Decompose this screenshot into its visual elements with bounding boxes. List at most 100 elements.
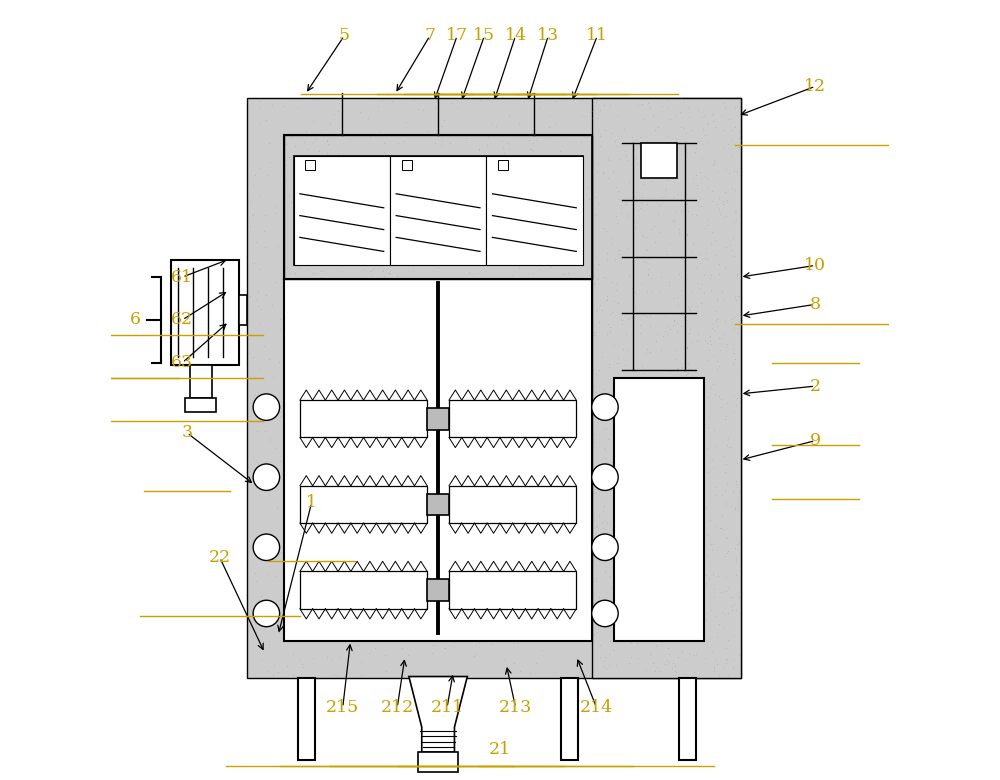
Point xyxy=(591,197,607,210)
Point xyxy=(641,495,657,507)
Point xyxy=(522,666,538,679)
Point xyxy=(718,585,734,597)
Point xyxy=(363,269,379,282)
Point xyxy=(682,425,698,438)
Point xyxy=(304,271,320,284)
Text: 21: 21 xyxy=(489,741,511,758)
Point xyxy=(493,257,509,269)
Point xyxy=(359,165,375,178)
Point xyxy=(637,608,653,620)
Point xyxy=(645,583,661,596)
Point xyxy=(552,183,568,195)
Point xyxy=(367,230,383,243)
Point xyxy=(384,337,400,349)
Point xyxy=(311,417,327,430)
Point xyxy=(733,133,749,146)
Point xyxy=(617,594,633,606)
Point xyxy=(535,484,551,497)
Point xyxy=(364,502,380,515)
Point xyxy=(324,630,340,643)
Point xyxy=(523,143,539,155)
Point xyxy=(516,272,532,285)
Point xyxy=(399,615,415,627)
Point xyxy=(670,651,686,663)
Point xyxy=(454,228,470,240)
Point xyxy=(428,247,444,260)
Point xyxy=(605,165,621,178)
Point xyxy=(395,176,411,189)
Point xyxy=(670,299,686,311)
Point xyxy=(285,668,301,681)
Point xyxy=(310,233,326,246)
Point xyxy=(276,303,292,315)
Point xyxy=(699,336,715,349)
Point xyxy=(664,661,680,674)
Point xyxy=(245,451,261,463)
Point xyxy=(508,587,524,599)
Point xyxy=(272,406,288,419)
Point xyxy=(665,657,681,669)
Point xyxy=(514,404,530,417)
Text: 215: 215 xyxy=(326,699,359,716)
Point xyxy=(552,289,568,302)
Point xyxy=(344,211,360,223)
Point xyxy=(668,666,684,679)
Point xyxy=(435,622,451,634)
Point xyxy=(482,261,498,273)
Point xyxy=(707,249,723,261)
Point xyxy=(552,145,568,158)
Point xyxy=(698,569,714,582)
Point xyxy=(447,320,463,332)
Point xyxy=(629,637,645,650)
Point xyxy=(571,665,587,678)
Point xyxy=(663,512,679,525)
Point xyxy=(702,632,718,644)
Point xyxy=(516,532,532,544)
Point xyxy=(715,197,731,210)
Point xyxy=(677,456,693,468)
Point xyxy=(350,604,366,617)
Point xyxy=(276,495,292,508)
Point xyxy=(728,213,744,225)
Point xyxy=(443,236,459,249)
Point xyxy=(644,286,660,299)
Point xyxy=(449,101,465,113)
Point xyxy=(579,166,595,179)
Point xyxy=(618,198,634,211)
Point xyxy=(726,323,742,335)
Point xyxy=(696,287,712,300)
Point xyxy=(618,372,634,385)
Point xyxy=(591,258,607,271)
Point xyxy=(248,574,264,587)
Point xyxy=(575,182,591,194)
Point xyxy=(705,106,721,119)
Point xyxy=(648,466,664,478)
Point xyxy=(590,473,606,486)
Point xyxy=(560,267,576,279)
Point xyxy=(393,434,409,447)
Point xyxy=(308,93,324,105)
Point xyxy=(610,185,626,197)
Point xyxy=(256,225,272,237)
Point xyxy=(319,147,335,159)
Point xyxy=(672,497,688,509)
Point xyxy=(558,183,574,196)
Text: 8: 8 xyxy=(810,296,821,313)
Point xyxy=(370,213,386,225)
Point xyxy=(320,335,336,348)
Point xyxy=(412,191,428,204)
Point xyxy=(643,393,659,406)
Point xyxy=(303,316,319,328)
Point xyxy=(663,434,679,447)
Point xyxy=(705,460,721,473)
Point xyxy=(665,514,681,526)
Point xyxy=(292,215,308,227)
Point xyxy=(712,208,728,221)
Point xyxy=(639,459,655,471)
Point xyxy=(280,261,296,273)
Point xyxy=(410,277,426,289)
Point xyxy=(338,441,354,454)
Point xyxy=(292,201,308,214)
Point xyxy=(543,443,559,456)
Point xyxy=(543,392,559,404)
